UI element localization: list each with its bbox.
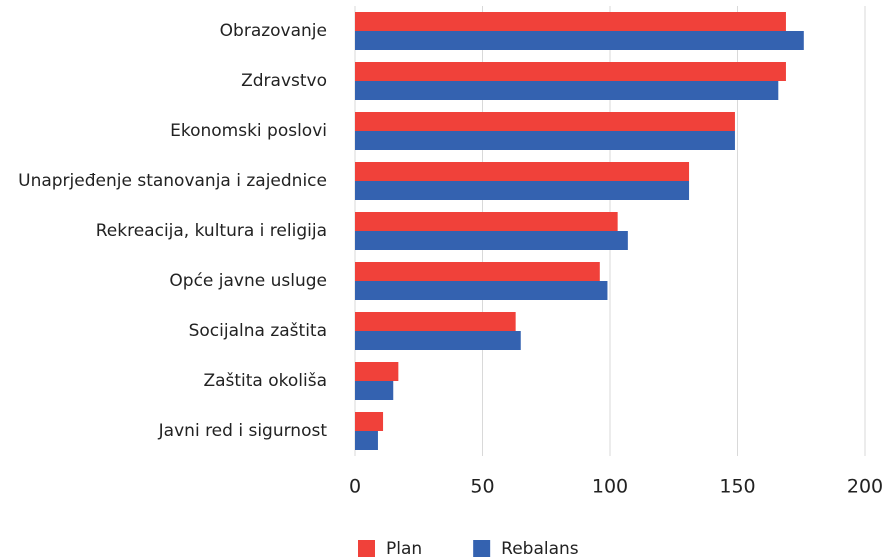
legend-label: Rebalans	[501, 539, 579, 558]
legend-swatch	[473, 540, 491, 557]
x-tick-label: 150	[719, 476, 755, 498]
bar	[355, 381, 394, 400]
y-tick-label: Obrazovanje	[220, 21, 327, 41]
x-tick-label: 100	[592, 476, 628, 498]
bar	[355, 362, 399, 381]
bar	[355, 181, 690, 200]
legend-swatch	[358, 540, 375, 557]
bar	[355, 431, 378, 450]
y-tick-label: Zaštita okoliša	[203, 371, 327, 391]
bar	[355, 131, 735, 150]
bar	[355, 112, 735, 131]
bar	[355, 12, 786, 31]
bar	[355, 162, 690, 181]
bar	[355, 231, 628, 250]
bar	[355, 281, 608, 300]
x-tick-label: 0	[349, 476, 361, 498]
y-tick-label: Ekonomski poslovi	[170, 121, 327, 141]
y-tick-label: Unaprjeđenje stanovanja i zajednice	[18, 171, 327, 191]
y-tick-label: Opće javne usluge	[169, 271, 327, 291]
bar	[355, 212, 618, 231]
bar	[355, 62, 786, 81]
y-tick-label: Socijalna zaštita	[189, 321, 327, 341]
bar	[355, 81, 779, 100]
legend-label: Plan	[386, 539, 422, 558]
bar	[355, 331, 521, 350]
y-tick-label: Zdravstvo	[241, 71, 327, 91]
x-tick-label: 50	[470, 476, 494, 498]
bar	[355, 312, 516, 331]
y-tick-label: Javni red i sigurnost	[158, 421, 328, 441]
bar	[355, 412, 384, 431]
bar	[355, 262, 600, 281]
y-tick-label: Rekreacija, kultura i religija	[96, 221, 327, 241]
bar	[355, 31, 804, 50]
x-tick-label: 200	[847, 476, 883, 498]
